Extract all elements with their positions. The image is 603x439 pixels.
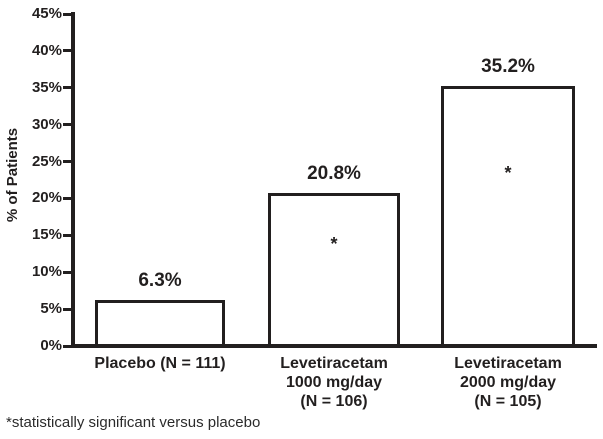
x-axis-category-label: Levetiracetam 1000 mg/day (N = 106) — [280, 355, 388, 410]
bar-3 — [441, 86, 575, 348]
x-axis-line — [71, 344, 597, 348]
y-tick-label: 20% — [31, 189, 62, 207]
y-tick-label: 35% — [31, 78, 62, 96]
y-axis-tick — [63, 307, 72, 311]
bar-value-label: 35.2% — [481, 56, 535, 78]
x-axis-category-label: Placebo (N = 111) — [94, 355, 226, 372]
y-tick-label: 45% — [31, 5, 62, 22]
bar-value-label: 20.8% — [307, 162, 361, 184]
y-axis-title: % of Patients — [4, 127, 21, 223]
y-tick-label: 5% — [40, 300, 62, 318]
y-axis-tick — [63, 196, 72, 200]
y-axis-tick — [63, 270, 72, 274]
y-tick-label: 30% — [31, 115, 62, 133]
y-axis-tick — [63, 49, 72, 53]
bar-2 — [268, 192, 400, 348]
significance-asterisk: * — [504, 162, 512, 183]
significance-footnote: *statistically significant versus placeb… — [6, 414, 261, 431]
y-tick-label: 10% — [31, 263, 62, 281]
y-tick-label: 0% — [40, 337, 62, 354]
y-axis-tick — [63, 86, 72, 90]
y-axis-tick — [63, 123, 72, 127]
y-axis-tick — [63, 233, 72, 237]
y-tick-label: 25% — [31, 152, 62, 170]
y-tick-label: 40% — [31, 41, 62, 59]
y-axis-tick — [63, 160, 72, 164]
x-axis-category-label: Levetiracetam 2000 mg/day (N = 105) — [454, 355, 562, 410]
y-axis-line — [71, 12, 75, 348]
significance-asterisk: * — [330, 233, 338, 254]
y-axis-tick — [63, 12, 72, 16]
bar-1 — [95, 299, 225, 348]
bar-value-label: 6.3% — [138, 269, 182, 291]
y-axis-tick — [63, 344, 72, 348]
y-tick-label: 15% — [31, 226, 62, 244]
